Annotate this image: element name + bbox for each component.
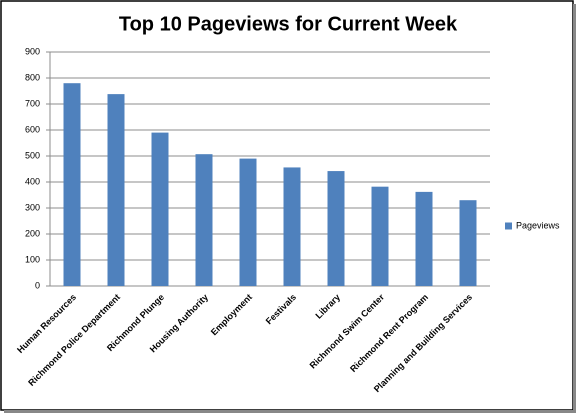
y-tick-label: 900 (25, 46, 40, 56)
chart-title: Top 10 Pageviews for Current Week (119, 13, 458, 35)
y-tick-label: 0 (35, 280, 40, 290)
bar (283, 167, 301, 286)
bar (327, 171, 345, 286)
bar (151, 132, 169, 286)
bar (371, 186, 389, 286)
y-tick-label: 500 (25, 150, 40, 160)
y-tick-label: 700 (25, 98, 40, 108)
y-tick-label: 600 (25, 124, 40, 134)
bar (239, 158, 257, 286)
y-tick-label: 200 (25, 228, 40, 238)
legend-swatch (505, 222, 512, 230)
bar (415, 191, 433, 286)
bar (63, 83, 81, 286)
y-tick-label: 400 (25, 176, 40, 186)
frame-shadow (573, 4, 576, 413)
bar (459, 200, 477, 286)
y-tick-label: 800 (25, 72, 40, 82)
legend-label: Pageviews (516, 220, 560, 230)
frame-shadow (4, 410, 576, 413)
bar (107, 94, 125, 287)
bar (195, 154, 213, 286)
y-tick-label: 300 (25, 202, 40, 212)
y-tick-label: 100 (25, 254, 40, 264)
